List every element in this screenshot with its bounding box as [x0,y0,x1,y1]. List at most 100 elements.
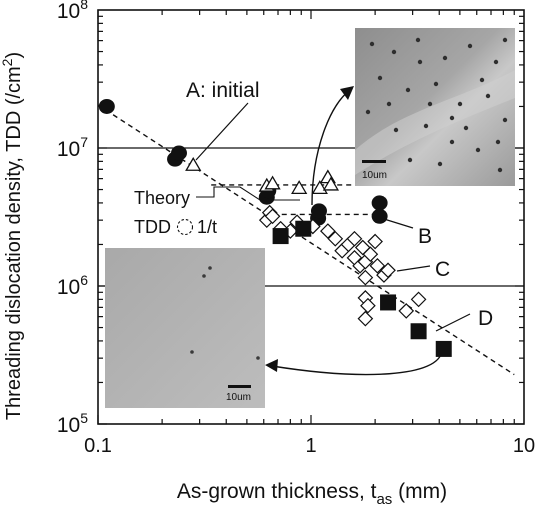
x-tick-label: 0.1 [84,435,112,457]
etch-pit [497,167,503,173]
etch-pit [417,59,423,65]
etch-pit [467,43,473,49]
inset-micrograph-dense: 10um [355,28,515,186]
etch-pit [475,147,481,153]
point-filled-square [410,323,427,340]
point-open-diamond [357,310,374,327]
point-open-diamond [357,269,374,286]
point-open-diamond [398,303,415,319]
leader-b [383,218,414,229]
y-tick-label: 108 [57,0,88,23]
arrows [265,86,443,376]
scale-bar [228,385,251,388]
y-axis-title: Threading dislocation density, TDD (/cm2… [0,52,25,420]
point-filled-square [272,228,289,245]
etch-pit [457,101,463,107]
scale-bar-label: 10um [362,170,387,181]
y-tick-label: 105 [57,410,88,437]
scale-bar [362,160,386,163]
inset-streak [355,70,515,175]
point-filled-circle [371,195,388,211]
arrow-to-top-inset [311,89,351,206]
point-open-triangle [185,156,202,171]
annotation-b: B [418,225,432,248]
data-points [98,98,452,357]
point-open-diamond [380,262,396,279]
etch-pit [202,274,206,278]
etch-pit [407,157,413,163]
point-open-triangle [322,176,340,191]
etch-pit [479,77,485,83]
annotation-a: A: initial [186,79,260,102]
etch-pit [365,109,371,115]
scale-bar-label: 10um [226,392,251,403]
y-tick-label: 106 [57,272,88,299]
x-tick-label: 1 [305,435,316,457]
annotations: A: initial Theory TDD 1/t B C D [134,79,493,332]
point-filled-circle [98,98,115,114]
leader-a [195,102,249,161]
point-filled-square [295,220,312,237]
x-tick-label: 10 [513,435,535,457]
point-filled-circle [310,203,327,219]
theory-line [97,104,515,376]
theory-leader [196,186,300,201]
etch-pit [502,37,508,43]
etch-pit [495,139,501,145]
arrow-head [265,359,278,372]
etch-pit [415,37,421,43]
arrow-to-bottom-inset [271,349,443,376]
point-filled-circle [170,145,187,161]
x-tick-labels: 0.1 1 10 [84,435,535,457]
dislocation-pits [365,37,508,173]
inset-image [105,248,265,408]
dislocation-pits [190,266,260,360]
point-filled-square [380,294,397,311]
etch-pit [256,356,260,360]
etch-pit [463,125,469,131]
point-open-diamond [360,297,376,314]
etch-pit [485,93,491,99]
etch-pit [386,101,392,107]
etch-pit [391,49,397,55]
point-open-diamond [320,223,336,239]
etch-pit [442,55,448,61]
etch-pit [393,127,399,133]
etch-pit [449,139,455,145]
etch-pit [405,87,411,93]
etch-pit [449,115,455,121]
point-open-diamond [346,230,363,247]
leader-d [435,313,471,332]
point-open-diamond [369,257,386,274]
point-filled-square [435,340,452,357]
point-open-triangle [291,180,308,195]
point-open-diamond [367,233,383,250]
etch-pit [208,266,212,270]
axis-ticks [97,10,524,425]
y-tick-labels: 105 106 107 108 [57,0,88,437]
point-open-diamond [362,246,379,263]
point-open-diamond [410,291,427,308]
etch-pit [427,101,433,107]
etch-pit [369,41,375,47]
proportional-symbol [176,218,194,236]
annotation-theory-formula-suffix: 1/t [197,217,217,237]
etch-pit [502,117,508,123]
annotation-c: C [435,258,450,281]
etch-pit [493,59,499,65]
annotation-theory-formula: TDD [134,217,171,237]
etch-pit [437,161,443,167]
annotation-theory-title: Theory [134,188,190,208]
x-axis-title: As-grown thickness, tas (mm) [177,480,447,508]
point-filled-circle [371,208,388,224]
annotation-d: D [478,307,493,330]
y-tick-label: 107 [57,134,88,161]
etch-pit [190,350,194,354]
point-open-triangle [264,175,281,190]
leader-c [396,265,431,272]
point-open-diamond [327,230,344,247]
etch-pit [433,81,439,87]
etch-pit [377,75,383,81]
point-open-diamond [264,208,281,225]
